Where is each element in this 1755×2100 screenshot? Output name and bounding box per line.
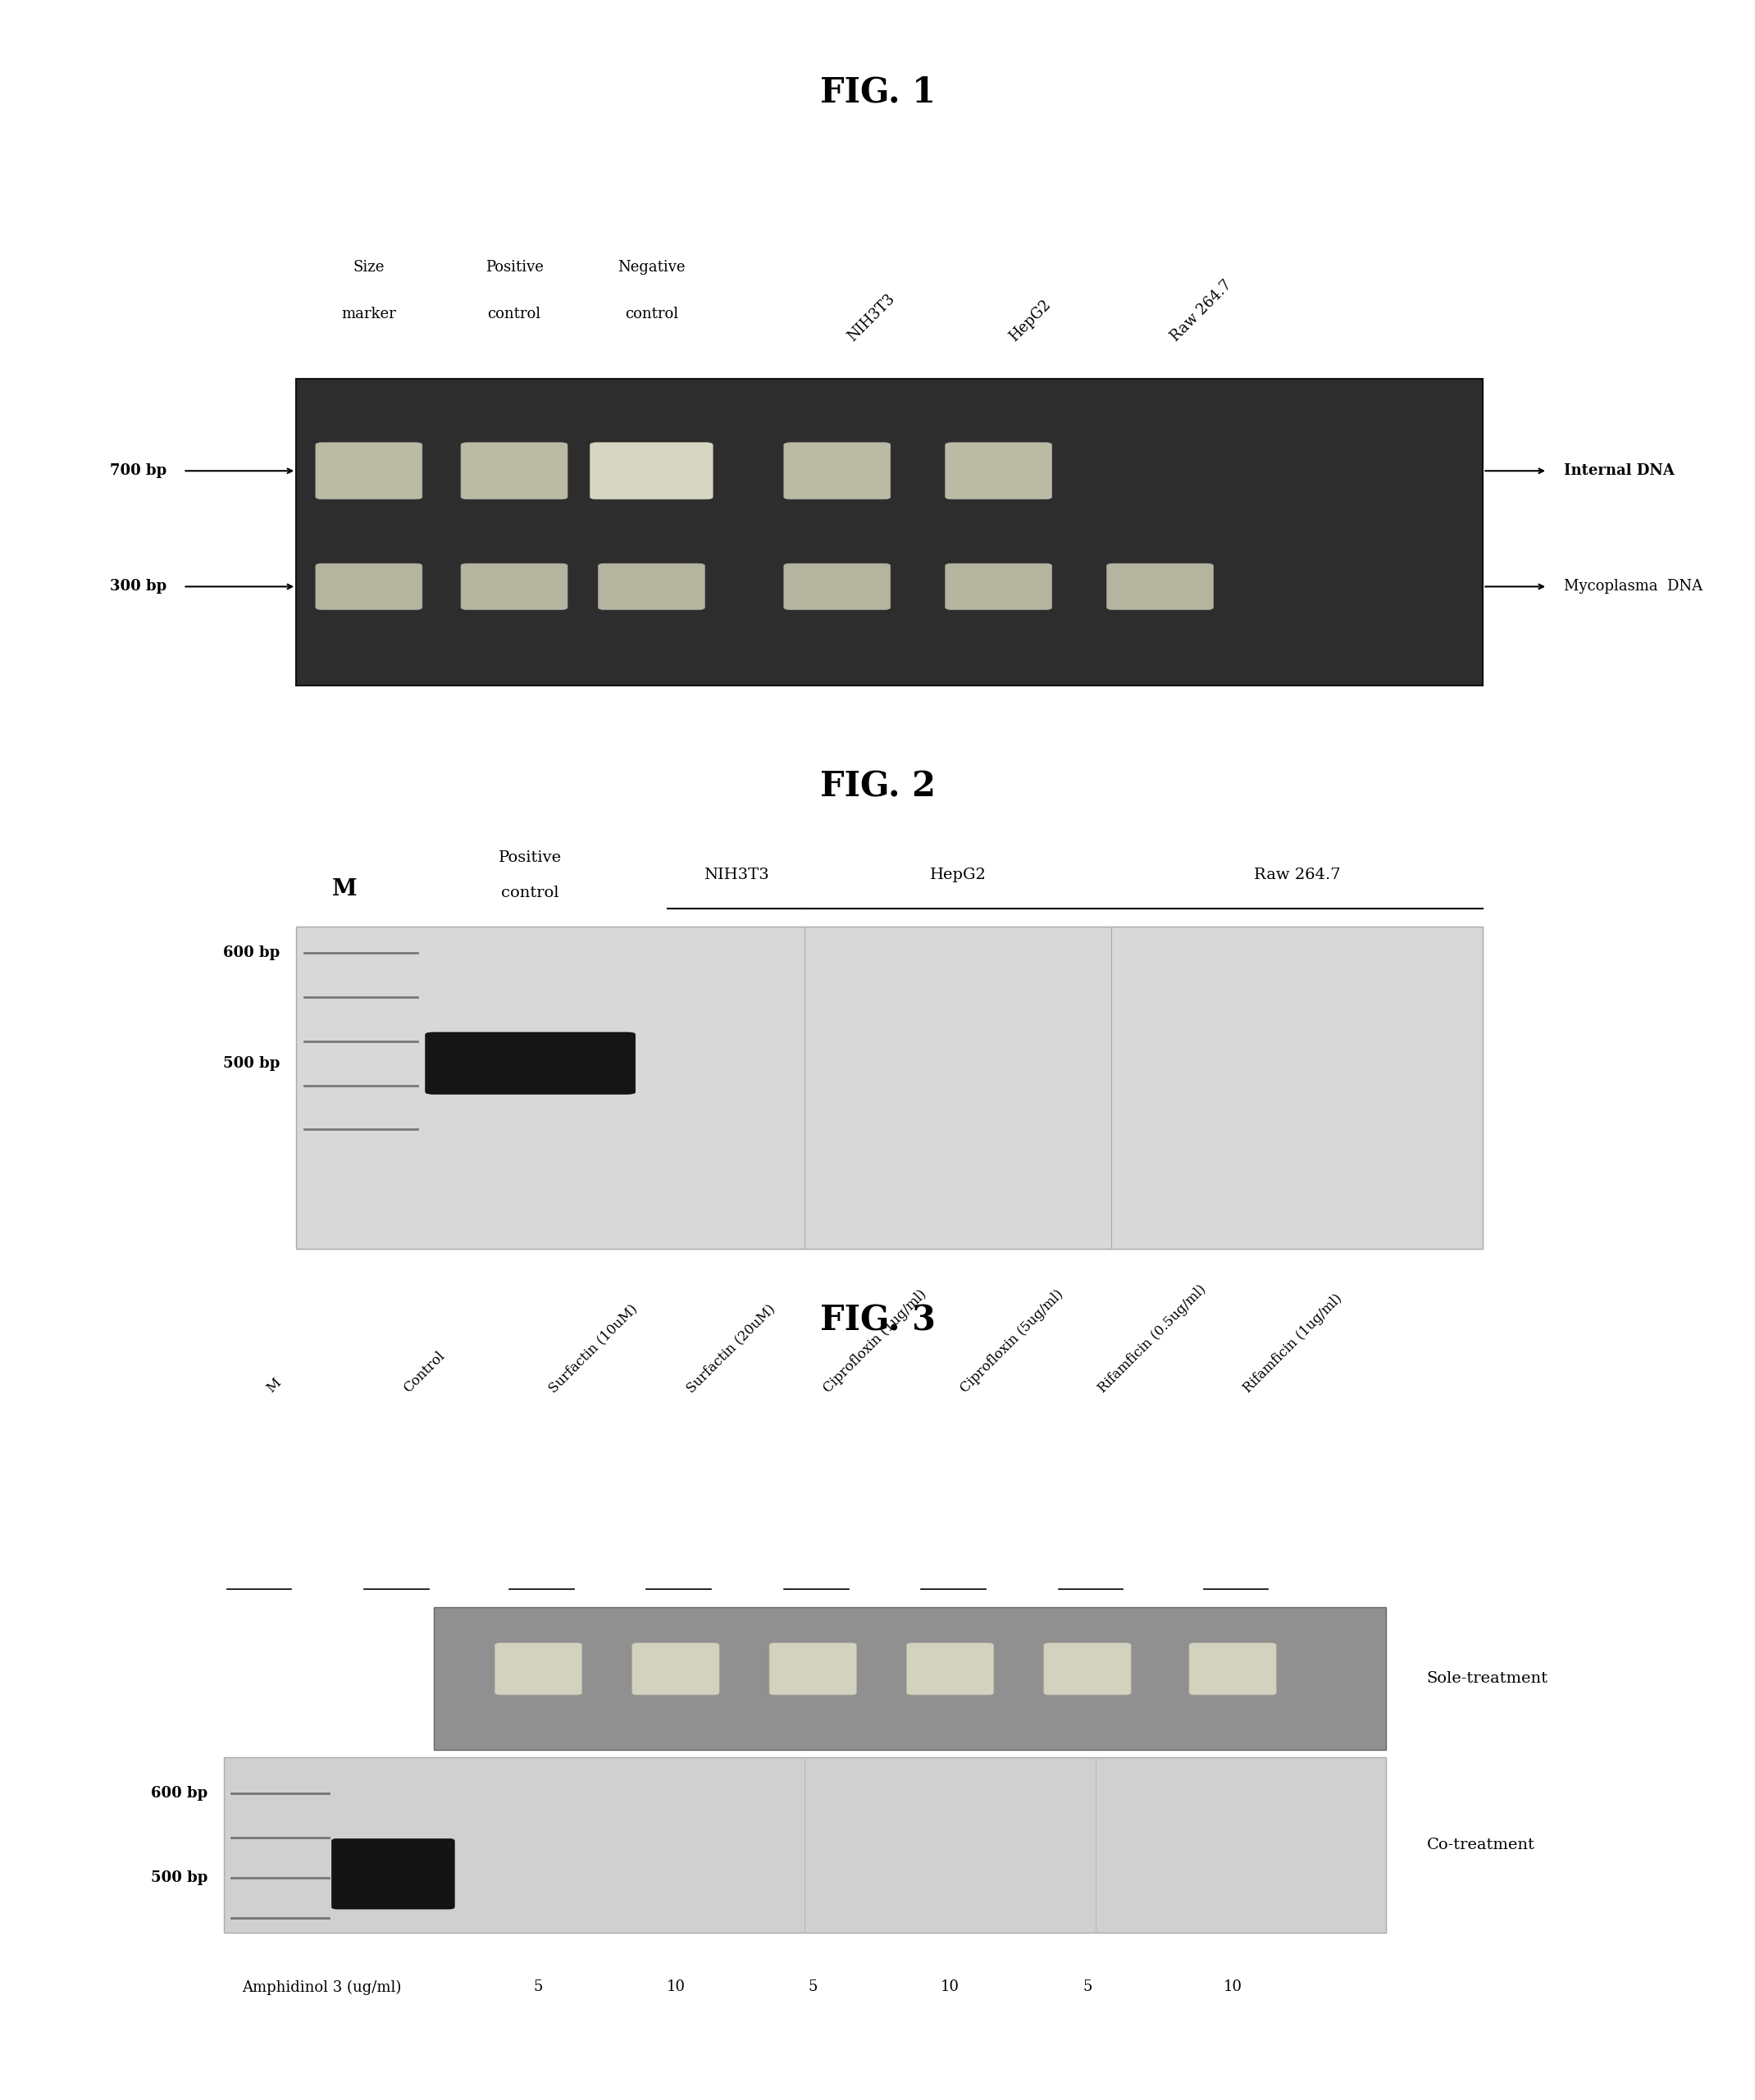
Text: M: M (332, 878, 358, 901)
Text: 500 bp: 500 bp (223, 1056, 281, 1071)
Text: 5: 5 (534, 1980, 542, 1995)
Text: 700 bp: 700 bp (111, 464, 167, 479)
Text: marker: marker (342, 307, 397, 321)
Text: Raw 264.7: Raw 264.7 (1255, 867, 1341, 882)
Bar (297, 926, 1483, 1247)
FancyBboxPatch shape (590, 443, 713, 500)
Text: Negative: Negative (618, 260, 684, 275)
Text: Ciprofloxin (5ug/ml): Ciprofloxin (5ug/ml) (958, 1287, 1067, 1394)
FancyBboxPatch shape (495, 1642, 583, 1695)
Text: 5: 5 (1083, 1980, 1092, 1995)
Text: NIH3T3: NIH3T3 (846, 292, 899, 344)
Text: 600 bp: 600 bp (223, 945, 281, 960)
Text: FIG. 2: FIG. 2 (820, 771, 935, 804)
FancyBboxPatch shape (784, 563, 890, 609)
FancyBboxPatch shape (332, 1840, 455, 1909)
Text: Positive: Positive (484, 260, 544, 275)
Text: HepG2: HepG2 (930, 867, 986, 882)
Text: 300 bp: 300 bp (111, 580, 167, 594)
Text: Internal DNA: Internal DNA (1564, 464, 1674, 479)
FancyBboxPatch shape (784, 443, 890, 500)
Text: Surfactin (20uM): Surfactin (20uM) (684, 1302, 777, 1394)
Text: NIH3T3: NIH3T3 (704, 867, 769, 882)
Text: Surfactin (10uM): Surfactin (10uM) (546, 1302, 641, 1394)
Text: 10: 10 (941, 1980, 960, 1995)
Text: 600 bp: 600 bp (151, 1787, 207, 1802)
Text: control: control (625, 307, 677, 321)
FancyBboxPatch shape (769, 1642, 856, 1695)
FancyBboxPatch shape (316, 443, 423, 500)
FancyBboxPatch shape (316, 563, 423, 609)
Text: M: M (263, 1376, 284, 1394)
Text: control: control (502, 886, 560, 901)
Text: control: control (488, 307, 541, 321)
FancyBboxPatch shape (598, 563, 706, 609)
FancyBboxPatch shape (1107, 563, 1213, 609)
Bar (297, 378, 1483, 685)
Text: HepG2: HepG2 (1007, 298, 1053, 344)
FancyBboxPatch shape (1190, 1642, 1276, 1695)
Text: FIG. 1: FIG. 1 (820, 76, 935, 109)
Text: FIG. 3: FIG. 3 (820, 1304, 935, 1338)
Bar (433, 1606, 1386, 1749)
FancyBboxPatch shape (946, 563, 1051, 609)
FancyBboxPatch shape (425, 1033, 635, 1094)
Text: 10: 10 (1223, 1980, 1243, 1995)
FancyBboxPatch shape (907, 1642, 993, 1695)
Bar (223, 1758, 1386, 1932)
Text: Control: Control (402, 1348, 448, 1394)
Text: Co-treatment: Co-treatment (1427, 1838, 1534, 1852)
Text: 5: 5 (809, 1980, 818, 1995)
FancyBboxPatch shape (946, 443, 1051, 500)
Text: Rifamficin (0.5ug/ml): Rifamficin (0.5ug/ml) (1095, 1281, 1209, 1394)
Text: Sole-treatment: Sole-treatment (1427, 1672, 1548, 1686)
Text: Mycoplasma  DNA: Mycoplasma DNA (1564, 580, 1702, 594)
Text: Size: Size (353, 260, 384, 275)
FancyBboxPatch shape (1044, 1642, 1130, 1695)
FancyBboxPatch shape (632, 1642, 720, 1695)
Text: Amphidinol 3 (ug/ml): Amphidinol 3 (ug/ml) (242, 1980, 402, 1995)
Text: Raw 264.7: Raw 264.7 (1169, 277, 1236, 344)
Text: Rifamficin (1ug/ml): Rifamficin (1ug/ml) (1241, 1291, 1344, 1394)
Text: Ciprofloxin (1ug/ml): Ciprofloxin (1ug/ml) (821, 1287, 930, 1394)
FancyBboxPatch shape (462, 443, 567, 500)
Text: 500 bp: 500 bp (151, 1871, 207, 1886)
Text: Positive: Positive (498, 851, 562, 865)
Text: 10: 10 (667, 1980, 684, 1995)
FancyBboxPatch shape (462, 563, 567, 609)
